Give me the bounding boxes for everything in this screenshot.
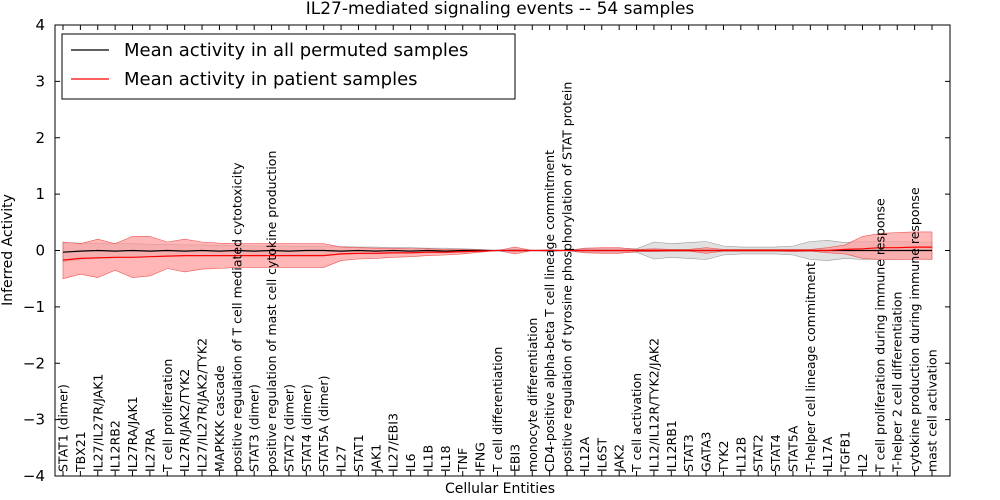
x-tick-label: T-helper 2 cell differentiation [890,292,905,473]
x-tick-label: TNF [455,448,470,473]
x-tick-label: IL27/IL27R/JAK2/TYK2 [195,338,210,472]
x-tick-label: IL1B [421,445,436,472]
y-axis-ticks: 4 3 2 1 0 −1 −2 −3 −4 [23,16,950,485]
x-tick-label: IL6ST [594,437,609,472]
x-tick-label: T cell activation [629,373,644,473]
x-tick-label: T cell differentiation [490,347,505,473]
x-axis-label: Cellular Entities [445,481,555,497]
x-tick-label: TBX21 [73,431,88,473]
x-tick-label: IL27 [334,445,349,472]
x-tick-label: positive regulation of T cell mediated c… [229,162,244,472]
x-tick-label: STAT3 (dimer) [247,384,262,472]
x-tick-label: STAT3 [681,434,696,472]
x-tick-label: T cell proliferation [160,359,175,473]
legend-box [61,33,516,100]
x-tick-label: IL12/IL12R/TYK2/JAK2 [646,338,661,472]
x-tick-label: IL6 [403,453,418,472]
x-tick-label: IFNG [473,442,488,472]
legend: Mean activity in all permuted samples Me… [61,33,516,100]
y-axis-label: Inferred Activity [0,194,16,306]
x-tick-label: T cell proliferation during immune respo… [872,198,887,473]
x-tick-label: JAK1 [368,444,383,473]
x-tick-label: EBI3 [507,444,522,472]
x-tick-label: MAPKKK cascade [212,365,227,472]
y-tick-label: 0 [35,242,45,260]
x-tick-label: positive regulation of tyrosine phosphor… [560,82,575,472]
y-tick-label: 2 [35,129,45,147]
x-tick-label: STAT4 [768,434,783,472]
x-tick-label: STAT1 (dimer) [56,384,71,472]
x-tick-label: STAT5A (dimer) [316,376,331,472]
legend-label-permuted: Mean activity in all permuted samples [124,40,468,61]
x-tick-label: CD4-positive alpha-beta T cell lineage c… [542,150,557,472]
x-tick-label: IL17A [820,436,835,472]
x-tick-label: JAK2 [612,444,627,473]
x-tick-label: IL12B [733,437,748,472]
x-tick-label: IL27RA [142,428,157,472]
x-tick-label: mast cell activation [925,349,940,472]
x-tick-label: IL2 [855,453,870,472]
x-tick-label: TGFB1 [838,431,853,473]
x-tick-label: IL12A [577,436,592,472]
x-tick-label: IL27/EBI3 [386,413,401,472]
band-patient [62,231,933,280]
y-tick-label: 1 [35,185,45,203]
y-tick-label: 3 [35,72,45,90]
x-tick-label: IL18 [438,445,453,472]
legend-label-patient: Mean activity in patient samples [124,69,418,90]
x-tick-label: monocyte differentiation [525,318,540,472]
y-tick-label: 4 [35,16,45,34]
x-tick-label: STAT5A [786,425,801,472]
y-tick-label: −3 [23,411,45,429]
x-tick-label: IL27RA/JAK1 [125,396,140,472]
x-tick-label: STAT2 (dimer) [281,384,296,472]
x-tick-label: STAT4 (dimer) [299,384,314,472]
y-tick-label: −4 [23,467,45,485]
x-tick-label: cytokine production during immune respon… [907,187,922,472]
x-tick-label: IL27/IL27R/JAK1 [90,374,105,472]
line-patient [62,246,932,261]
y-tick-label: −2 [23,354,45,372]
y-tick-label: −1 [23,298,45,316]
x-tick-label: IL27R/JAK2/TYK2 [177,369,192,472]
x-tick-label: GATA3 [699,432,714,472]
x-tick-label: STAT1 [351,434,366,472]
x-tick-label: IL12RB2 [108,420,123,472]
chart-title: IL27-mediated signaling events -- 54 sam… [306,0,695,19]
x-axis-ticks: STAT1 (dimer) TBX21 IL27/IL27R/JAK1 IL12RB2… [56,25,940,476]
x-tick-label: IL12RB1 [664,420,679,472]
series-lines [62,246,932,261]
x-tick-label: STAT2 [751,434,766,472]
x-tick-label: T-helper cell lineage commitment [803,262,818,473]
x-tick-label: positive regulation of mast cell cytokin… [264,151,279,472]
x-tick-label: TYK2 [716,441,731,473]
